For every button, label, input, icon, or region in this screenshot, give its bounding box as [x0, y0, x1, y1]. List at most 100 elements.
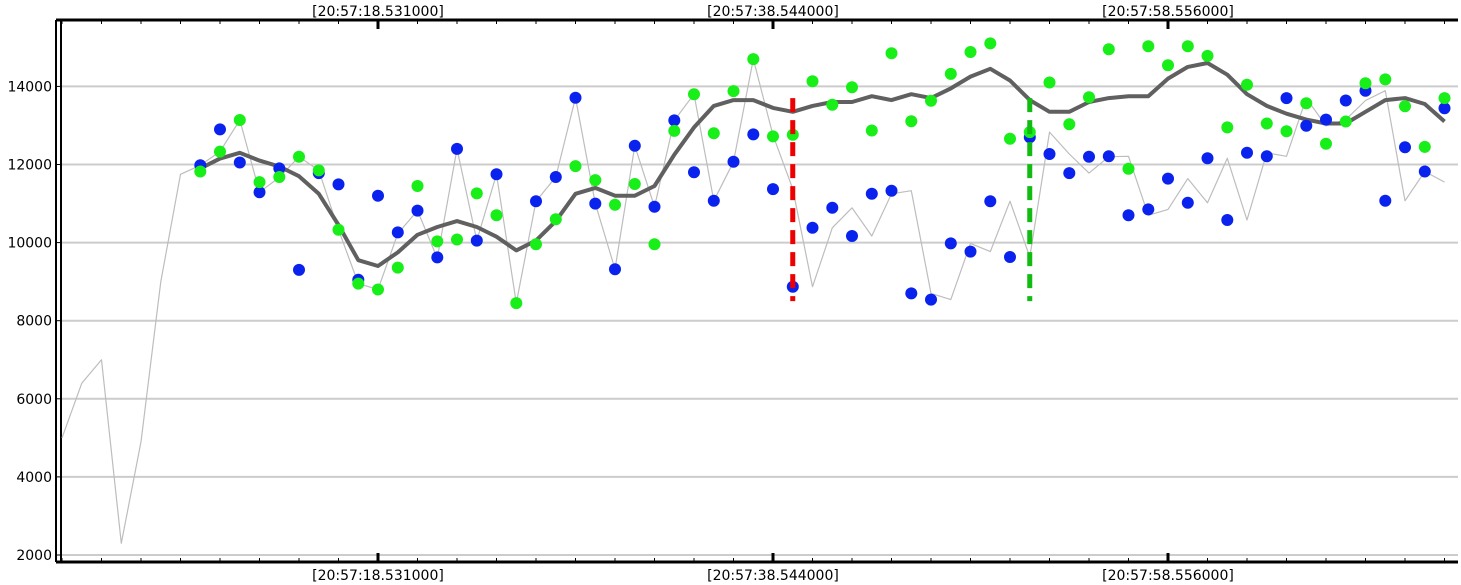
green-data-point: [668, 124, 681, 137]
blue-data-point: [984, 195, 997, 208]
green-data-point: [391, 261, 404, 274]
green-data-point: [1339, 115, 1352, 128]
y-tick-label-12000: 12000: [7, 158, 52, 174]
green-data-point: [747, 53, 760, 66]
green-data-point: [431, 235, 444, 248]
green-data-point: [885, 47, 898, 60]
blue-data-point: [1438, 102, 1451, 115]
green-data-point: [1181, 40, 1194, 53]
green-data-point: [628, 178, 641, 190]
annotations: [790, 98, 1033, 302]
x-tick-label-top-1: [20:57:38.544000]: [707, 4, 839, 20]
green-data-point: [1162, 59, 1174, 72]
blue-data-point: [530, 195, 542, 208]
blue-data-point: [332, 178, 345, 191]
blue-data-point: [1083, 150, 1095, 163]
blue-data-point: [293, 263, 305, 276]
blue-data-point: [253, 186, 266, 199]
green-data-point: [1004, 132, 1016, 145]
blue-data-point: [944, 237, 957, 250]
green-data-point: [372, 283, 384, 296]
blue-data-point: [273, 162, 286, 175]
blue-data-point: [372, 189, 384, 202]
green-data-point: [194, 165, 207, 178]
green-data-point: [530, 238, 542, 251]
y-tick-label-10000: 10000: [7, 236, 52, 252]
green-data-point: [984, 37, 997, 50]
plot-background: [61, 20, 1458, 562]
green-data-point: [293, 150, 305, 163]
blue-data-point: [826, 201, 839, 214]
blue-data-point: [1122, 209, 1135, 222]
blue-data-point: [628, 139, 641, 152]
green-data-point: [786, 128, 799, 141]
blue-data-point: [569, 91, 582, 104]
green-data-point: [767, 130, 779, 143]
y-tick-label-4000: 4000: [16, 470, 52, 486]
blue-data-point: [1339, 94, 1352, 107]
blue-data-point: [767, 183, 779, 196]
x-tick-label-top-0: [20:57:18.531000]: [312, 4, 444, 20]
green-data-point: [312, 164, 325, 177]
blue-data-point: [549, 171, 562, 183]
blue-data-point: [609, 263, 621, 276]
blue-data-point: [727, 155, 740, 168]
moving-average-line: [199, 61, 1446, 268]
green-data-point: [1201, 49, 1214, 62]
green-data-point: [1399, 100, 1411, 113]
green-data-point: [648, 238, 661, 251]
blue-data-point: [747, 128, 760, 141]
blue-data-point: [1300, 119, 1313, 132]
x-tick-label-bottom-1: [20:57:38.544000]: [707, 568, 839, 584]
green-data-point: [865, 124, 878, 137]
blue-data-point: [1181, 196, 1194, 209]
green-data-point: [589, 174, 602, 187]
blue-data-point: [707, 194, 720, 207]
blue-data-point: [1221, 214, 1234, 226]
y-tick-label-2000: 2000: [16, 548, 52, 564]
green-data-point: [1142, 40, 1155, 53]
green-data-point: [1300, 97, 1313, 110]
green-data-point: [964, 46, 977, 58]
blue-data-point: [1260, 150, 1273, 163]
green-data-point: [944, 67, 957, 80]
green-data-point: [707, 127, 720, 140]
blue-data-point: [214, 123, 226, 136]
blue-data-point: [1201, 152, 1214, 165]
tick-labels: 2000 4000 6000 8000 10000 12000 14000 [20:57:18…: [7, 4, 1233, 584]
green-data-point: [1260, 117, 1273, 130]
blue-data-point: [1241, 146, 1253, 159]
green-data-point: [490, 209, 503, 222]
green-data-point: [846, 81, 858, 94]
blue-data-point: [1320, 113, 1332, 126]
green-data-point: [1043, 76, 1056, 89]
green-data-point: [1102, 43, 1115, 56]
blue-data-point: [846, 230, 858, 242]
green-data-point: [352, 277, 365, 290]
blue-data-point: [233, 156, 246, 169]
green-data-point: [273, 171, 286, 183]
blue-data-point: [1280, 92, 1293, 105]
green-data-point: [569, 160, 582, 173]
green-data-point: [925, 94, 937, 107]
blue-data-point: [431, 251, 444, 264]
green-data-point: [510, 297, 523, 310]
green-data-point: [1438, 92, 1451, 105]
x-tick-label-bottom-0: [20:57:18.531000]: [312, 568, 444, 584]
blue-data-point: [885, 184, 898, 197]
axes: [55, 18, 1458, 564]
blue-data-point: [1162, 172, 1174, 185]
blue-data-point: [688, 166, 700, 179]
green-data-point: [806, 75, 819, 88]
green-data-point: [688, 88, 700, 101]
blue-data-point: [589, 197, 602, 210]
blue-data-point: [905, 287, 918, 300]
green-data-point: [905, 115, 918, 128]
y-tick-label-14000: 14000: [7, 79, 52, 95]
blue-data-point: [1142, 203, 1155, 216]
x-tick-label-top-2: [20:57:58.556000]: [1102, 4, 1234, 20]
blue-data-point: [668, 114, 681, 127]
y-tick-label-6000: 6000: [16, 392, 52, 408]
blue-data-point: [411, 204, 424, 217]
